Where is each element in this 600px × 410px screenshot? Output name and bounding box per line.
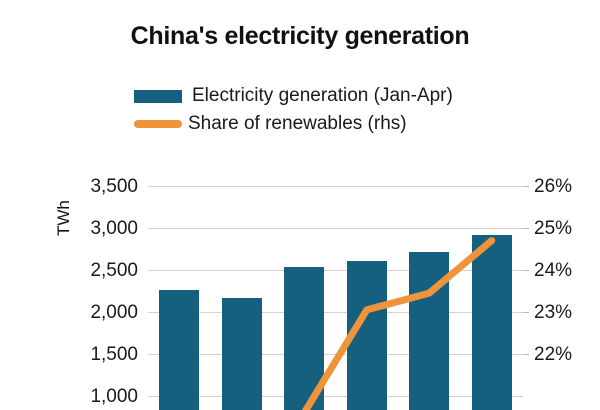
y-axis-right-tick-mark <box>520 228 529 229</box>
y-axis-right-tick-mark <box>520 354 529 355</box>
legend-item-electricity-generation[interactable]: Electricity generation (Jan-Apr) <box>0 82 600 110</box>
y-axis-right-tick-label: 26% <box>534 176 573 197</box>
y-axis-right-tick-label: 22% <box>534 344 573 365</box>
y-axis-left-tick-label: 3,000 <box>90 218 138 239</box>
bar[interactable] <box>221 297 262 410</box>
y-axis-left-tick-label: 2,000 <box>90 302 138 323</box>
chart-figure: China's electricity generation Electrici… <box>0 22 600 410</box>
legend-item-share-of-renewables[interactable]: Share of renewables (rhs) <box>0 110 600 138</box>
legend-line-swatch-icon <box>134 120 182 128</box>
gridline <box>148 228 523 229</box>
gridline <box>148 270 523 271</box>
y-axis-left-tick-label: 1,500 <box>90 344 138 365</box>
chart-legend: Electricity generation (Jan-Apr) Share o… <box>0 82 600 138</box>
bar[interactable] <box>159 290 200 410</box>
y-axis-right-tick-mark <box>520 270 529 271</box>
legend-item-label: Share of renewables (rhs) <box>188 113 407 134</box>
legend-bar-swatch-icon <box>134 89 182 103</box>
y-axis-right-tick-label: 25% <box>534 218 573 239</box>
y-axis-left-tick-label: 1,000 <box>90 386 138 407</box>
y-axis-left-tick-label: 2,500 <box>90 260 138 281</box>
y-axis-right-tick-label: 23% <box>534 302 573 323</box>
chart-title: China's electricity generation <box>130 22 470 50</box>
y-axis-right-tick-mark <box>520 186 529 187</box>
y-axis-right-tick-mark <box>520 312 529 313</box>
line-series-path[interactable] <box>270 237 496 410</box>
gridline <box>148 396 523 397</box>
y-axis-left-ticks: 3,500 3,000 2,500 2,000 1,500 1,000 <box>62 150 138 410</box>
y-axis-right-ticks: 26% 25% 24% 23% 22% <box>520 150 600 410</box>
y-axis-left-tick-label: 3,500 <box>90 176 138 197</box>
line-series-layer <box>270 237 496 410</box>
plot-area <box>148 150 523 410</box>
gridline <box>148 354 523 355</box>
gridline <box>148 186 523 187</box>
bar[interactable] <box>471 234 512 410</box>
legend-item-label: Electricity generation (Jan-Apr) <box>192 85 453 106</box>
y-axis-right-tick-label: 24% <box>534 260 573 281</box>
gridline <box>148 312 523 313</box>
